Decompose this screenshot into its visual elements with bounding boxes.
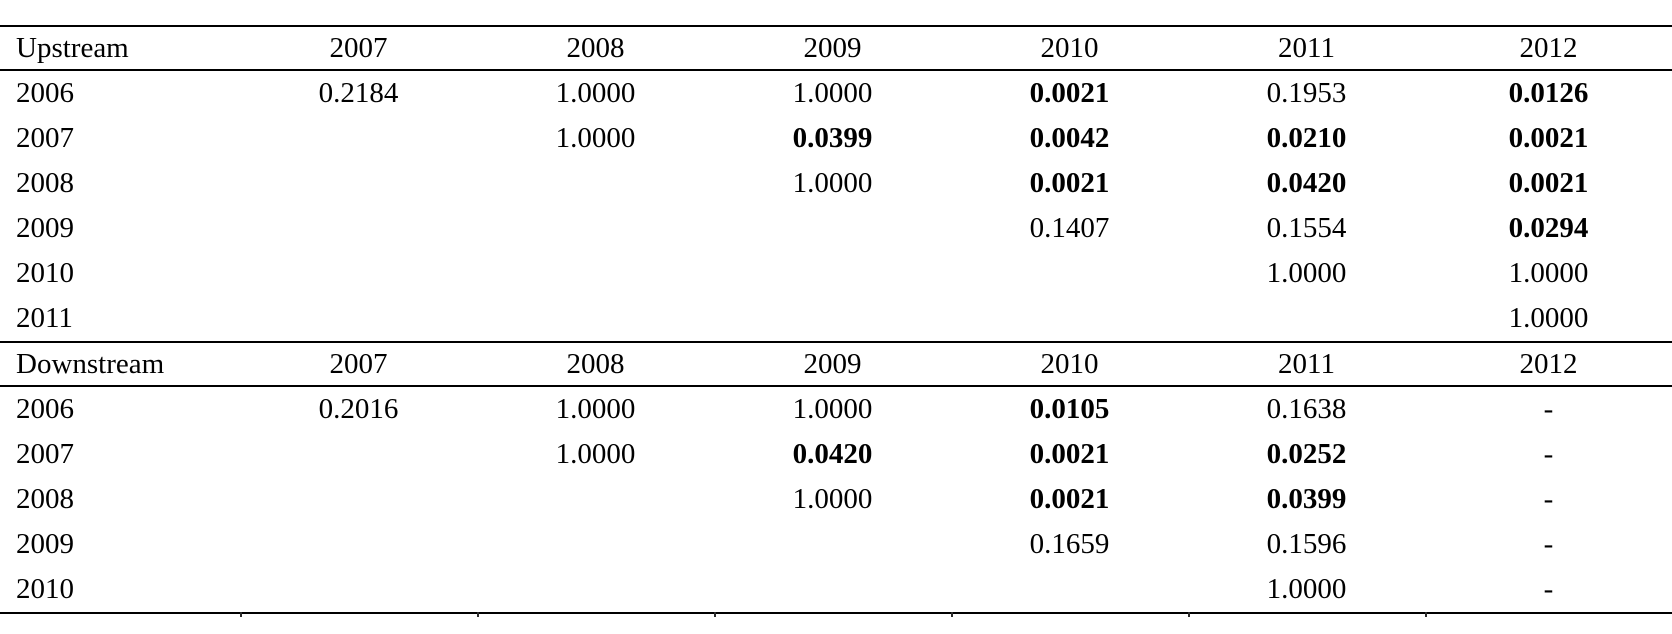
- year-column-header: 2008: [566, 347, 625, 380]
- table-top-rule: [0, 25, 1672, 27]
- p-value-cell: 0.1554: [1266, 212, 1347, 244]
- p-value-cell: 0.2184: [318, 77, 399, 109]
- row-year-label: 2008: [16, 167, 74, 199]
- no-data-cell: -: [1543, 573, 1554, 605]
- year-column-header: 2007: [329, 347, 388, 380]
- column-boundary-tick: [1188, 612, 1190, 617]
- p-value-cell: 1.0000: [555, 438, 636, 470]
- table-row: 2006 0.2184 1.0000 1.0000 0.0021 0.1953 0.0126: [0, 71, 1672, 116]
- table-row: 2008 1.0000 0.0021 0.0420 0.0021: [0, 161, 1672, 206]
- p-value-cell: 0.0105: [1029, 393, 1110, 425]
- row-year-label: 2009: [16, 528, 74, 560]
- p-value-cell: 0.0021: [1029, 438, 1110, 470]
- p-value-cell: 1.0000: [1266, 573, 1347, 605]
- section-header-row: Downstream 2007 2008 2009 2010 2011 2012: [0, 343, 1672, 385]
- year-column-header: 2007: [329, 31, 388, 64]
- row-year-label: 2006: [16, 393, 74, 425]
- table-row: 2010 1.0000 -: [0, 567, 1672, 612]
- p-value-cell: 0.1953: [1266, 77, 1347, 109]
- table-row: 2007 1.0000 0.0420 0.0021 0.0252 -: [0, 432, 1672, 477]
- p-value-cell: 0.0294: [1508, 212, 1589, 244]
- column-boundary-tick: [240, 612, 242, 617]
- p-value-cell: 0.0021: [1029, 483, 1110, 515]
- p-value-cell: 0.0126: [1508, 77, 1589, 109]
- p-value-cell: 0.0399: [792, 122, 873, 154]
- year-column-header: 2009: [803, 347, 862, 380]
- p-value-cell: 1.0000: [792, 393, 873, 425]
- p-value-cell: 0.1659: [1029, 528, 1110, 560]
- section-label: Downstream: [16, 347, 165, 380]
- p-value-cell: 0.0021: [1029, 167, 1110, 199]
- year-column-header: 2012: [1519, 31, 1578, 64]
- p-value-cell: 1.0000: [1508, 302, 1589, 334]
- header-underline-rule: [0, 385, 1672, 387]
- section-label: Upstream: [16, 31, 129, 64]
- p-value-cell: 0.1638: [1266, 393, 1347, 425]
- table-row: 2011 1.0000: [0, 296, 1672, 341]
- header-underline-rule: [0, 69, 1672, 71]
- table-row: 2007 1.0000 0.0399 0.0042 0.0210 0.0021: [0, 116, 1672, 161]
- p-value-cell: 1.0000: [1508, 257, 1589, 289]
- table-body: Upstream 2007 2008 2009 2010 2011 2012 2006 0.21…: [0, 25, 1672, 617]
- year-column-header: 2010: [1040, 31, 1099, 64]
- year-column-header: 2011: [1278, 31, 1335, 64]
- column-boundary-tick: [714, 612, 716, 617]
- row-year-label: 2010: [16, 257, 74, 289]
- row-year-label: 2006: [16, 77, 74, 109]
- column-boundary-tick: [1425, 612, 1427, 617]
- year-column-header: 2009: [803, 31, 862, 64]
- p-value-cell: 0.0399: [1266, 483, 1347, 515]
- p-value-cell: 0.1596: [1266, 528, 1347, 560]
- section-divider-rule: [0, 341, 1672, 343]
- p-value-cell: 0.0021: [1029, 77, 1110, 109]
- p-value-cell: 1.0000: [1266, 257, 1347, 289]
- p-value-cell: 0.0420: [1266, 167, 1347, 199]
- table-row: 2010 1.0000 1.0000: [0, 251, 1672, 296]
- p-value-cell: 0.0021: [1508, 167, 1589, 199]
- p-value-cell: 1.0000: [555, 77, 636, 109]
- year-column-header: 2011: [1278, 347, 1335, 380]
- p-value-cell: 1.0000: [555, 393, 636, 425]
- table-bottom-rule: [0, 612, 1672, 617]
- table-row: 2009 0.1659 0.1596 -: [0, 522, 1672, 567]
- row-year-label: 2010: [16, 573, 74, 605]
- year-column-header: 2008: [566, 31, 625, 64]
- no-data-cell: -: [1543, 528, 1554, 560]
- no-data-cell: -: [1543, 393, 1554, 425]
- row-year-label: 2008: [16, 483, 74, 515]
- no-data-cell: -: [1543, 438, 1554, 470]
- p-value-cell: 0.0210: [1266, 122, 1347, 154]
- table-row: 2008 1.0000 0.0021 0.0399 -: [0, 477, 1672, 522]
- row-year-label: 2007: [16, 438, 74, 470]
- year-column-header: 2010: [1040, 347, 1099, 380]
- p-value-cell: 1.0000: [792, 77, 873, 109]
- row-year-label: 2009: [16, 212, 74, 244]
- no-data-cell: -: [1543, 483, 1554, 515]
- row-year-label: 2007: [16, 122, 74, 154]
- year-column-header: 2012: [1519, 347, 1578, 380]
- table-row: 2009 0.1407 0.1554 0.0294: [0, 206, 1672, 251]
- p-value-cell: 1.0000: [792, 483, 873, 515]
- p-value-cell: 0.1407: [1029, 212, 1110, 244]
- p-value-cell: 0.0021: [1508, 122, 1589, 154]
- p-value-cell: 1.0000: [792, 167, 873, 199]
- column-boundary-tick: [951, 612, 953, 617]
- p-value-cell: 0.0252: [1266, 438, 1347, 470]
- section-header-row: Upstream 2007 2008 2009 2010 2011 2012: [0, 27, 1672, 69]
- table-row: 2006 0.2016 1.0000 1.0000 0.0105 0.1638 -: [0, 387, 1672, 432]
- p-value-cell: 0.0420: [792, 438, 873, 470]
- p-value-cell: 0.0042: [1029, 122, 1110, 154]
- column-boundary-tick: [477, 612, 479, 617]
- row-year-label: 2011: [16, 302, 73, 334]
- p-value-cell: 1.0000: [555, 122, 636, 154]
- p-value-cell: 0.2016: [318, 393, 399, 425]
